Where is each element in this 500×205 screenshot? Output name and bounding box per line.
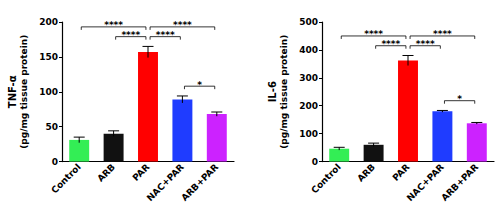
svg-text:PAR: PAR xyxy=(391,162,412,183)
svg-text:****: **** xyxy=(364,29,383,39)
svg-text:ARB: ARB xyxy=(95,162,117,184)
svg-text:PAR: PAR xyxy=(131,162,152,183)
svg-text:*: * xyxy=(457,94,462,104)
svg-text:50: 50 xyxy=(45,122,58,132)
svg-text:****: **** xyxy=(381,39,400,49)
svg-text:0: 0 xyxy=(52,157,58,167)
svg-text:100: 100 xyxy=(299,129,318,139)
svg-text:****: **** xyxy=(433,29,452,39)
svg-text:ARB+PAR: ARB+PAR xyxy=(439,162,480,203)
svg-text:****: **** xyxy=(121,30,140,40)
svg-text:200: 200 xyxy=(39,17,58,27)
svg-text:400: 400 xyxy=(299,45,318,55)
svg-text:ARB+PAR: ARB+PAR xyxy=(179,162,220,203)
svg-text:IL-6: IL-6 xyxy=(267,81,278,102)
svg-text:NAC+PAR: NAC+PAR xyxy=(144,162,186,204)
svg-text:500: 500 xyxy=(299,17,318,27)
svg-text:****: **** xyxy=(416,39,435,49)
svg-text:150: 150 xyxy=(39,52,58,62)
svg-text:NAC+PAR: NAC+PAR xyxy=(404,162,446,204)
svg-text:(pg/mg tissue protein): (pg/mg tissue protein) xyxy=(279,35,289,149)
svg-text:(pg/mg tissue protein): (pg/mg tissue protein) xyxy=(19,35,29,149)
svg-text:200: 200 xyxy=(299,101,318,111)
svg-text:Control: Control xyxy=(309,162,342,195)
svg-text:300: 300 xyxy=(299,73,318,83)
svg-text:****: **** xyxy=(173,20,192,30)
svg-text:0: 0 xyxy=(312,157,318,167)
svg-text:Control: Control xyxy=(49,162,82,195)
svg-text:****: **** xyxy=(104,20,123,30)
svg-text:ARB: ARB xyxy=(355,162,377,184)
svg-text:****: **** xyxy=(156,30,175,40)
svg-text:TNF-α: TNF-α xyxy=(7,75,18,108)
svg-text:100: 100 xyxy=(39,87,58,97)
svg-text:*: * xyxy=(197,80,202,90)
